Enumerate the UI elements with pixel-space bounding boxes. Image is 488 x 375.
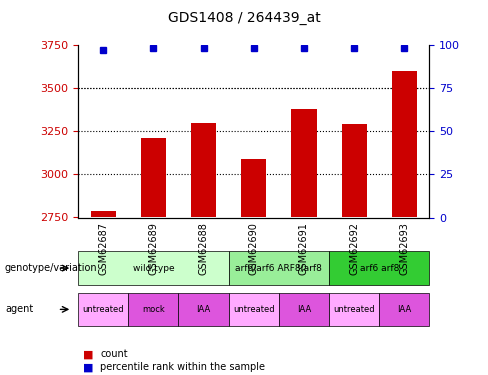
Bar — [179, 292, 229, 326]
Text: arf6/arf6 ARF8/arf8: arf6/arf6 ARF8/arf8 — [235, 264, 322, 273]
Bar — [379, 292, 429, 326]
Bar — [329, 292, 379, 326]
Text: untreated: untreated — [333, 305, 375, 314]
Text: wild type: wild type — [133, 264, 174, 273]
Bar — [191, 123, 216, 218]
Bar — [392, 71, 417, 217]
Bar — [91, 211, 116, 218]
Bar — [342, 124, 366, 217]
Text: untreated: untreated — [82, 305, 124, 314]
Bar — [78, 292, 128, 326]
Text: untreated: untreated — [233, 305, 275, 314]
Text: agent: agent — [5, 304, 33, 314]
Text: IAA: IAA — [297, 305, 311, 314]
Text: GDS1408 / 264439_at: GDS1408 / 264439_at — [167, 11, 321, 25]
Bar — [229, 292, 279, 326]
Bar — [128, 292, 179, 326]
Bar — [329, 251, 429, 285]
Text: IAA: IAA — [197, 305, 211, 314]
Text: IAA: IAA — [397, 305, 411, 314]
Text: percentile rank within the sample: percentile rank within the sample — [100, 363, 265, 372]
Text: mock: mock — [142, 305, 165, 314]
Text: arf6 arf8: arf6 arf8 — [360, 264, 399, 273]
Bar — [141, 138, 166, 218]
Bar — [229, 251, 329, 285]
Bar — [279, 292, 329, 326]
Bar — [291, 109, 317, 217]
Bar — [241, 159, 266, 218]
Text: ■: ■ — [83, 350, 94, 359]
Text: ■: ■ — [83, 363, 94, 372]
Bar — [78, 251, 229, 285]
Text: count: count — [100, 350, 128, 359]
Text: genotype/variation: genotype/variation — [5, 263, 98, 273]
